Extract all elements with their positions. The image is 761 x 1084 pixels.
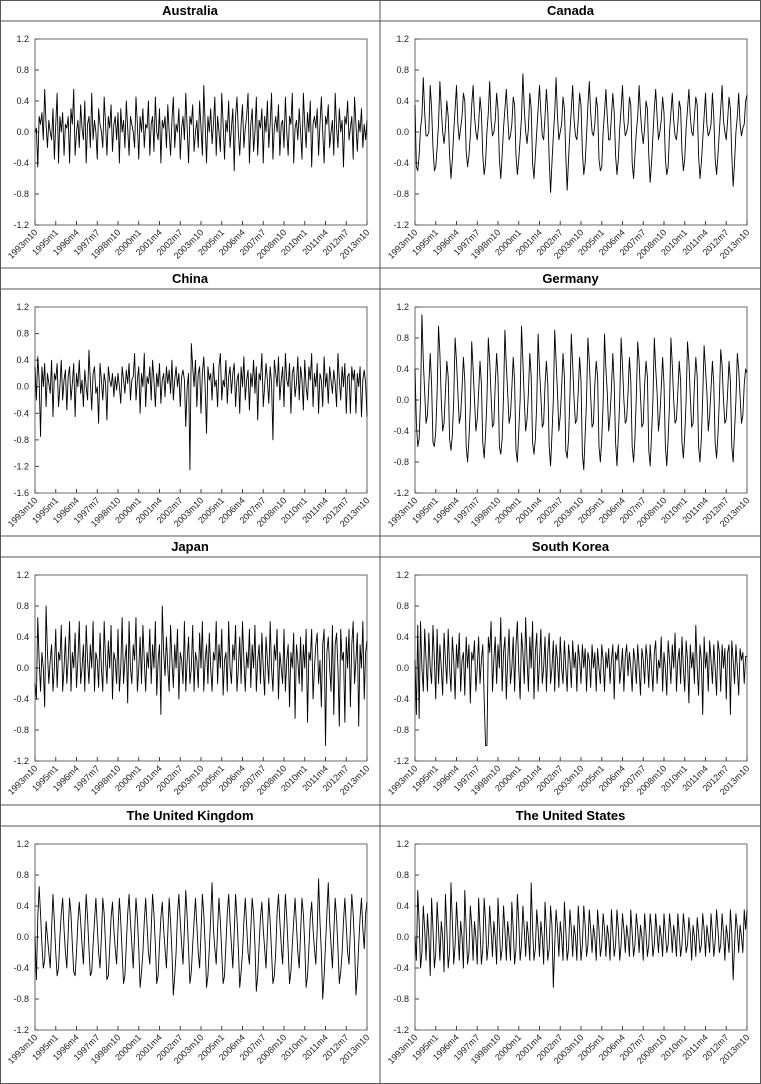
series-line <box>414 314 748 471</box>
y-tick-label: 0.0 <box>16 663 29 673</box>
y-tick-label: -1.2 <box>393 1025 409 1035</box>
plot-frame <box>414 843 748 1031</box>
chart-title: Australia <box>162 3 218 18</box>
y-tick-label: -0.8 <box>13 435 29 445</box>
plot-frame <box>414 38 748 226</box>
y-tick-label: 0.4 <box>396 901 409 911</box>
y-tick-label: 0.8 <box>16 65 29 75</box>
y-tick-label: 1.2 <box>16 570 29 580</box>
series-line <box>414 882 748 988</box>
series-line <box>34 878 368 1000</box>
y-tick-label: -0.8 <box>393 994 409 1004</box>
y-tick-label: 0.0 <box>396 395 409 405</box>
y-tick-label: 1.2 <box>396 34 409 44</box>
y-tick-label: -1.2 <box>13 220 29 230</box>
chart-title: Germany <box>542 271 599 286</box>
y-tick-label: -0.4 <box>13 408 29 418</box>
chart-title: South Korea <box>532 539 610 554</box>
series-line <box>34 343 368 471</box>
y-tick-label: 0.4 <box>16 901 29 911</box>
y-tick-label: -1.2 <box>13 1025 29 1035</box>
y-tick-label: -1.2 <box>393 220 409 230</box>
y-tick-label: 1.2 <box>16 34 29 44</box>
y-tick-label: -0.4 <box>13 158 29 168</box>
chart-title: The United States <box>516 808 626 823</box>
y-tick-label: 0.0 <box>396 127 409 137</box>
y-tick-label: 0.8 <box>396 333 409 343</box>
y-tick-label: 0.4 <box>16 355 29 365</box>
y-tick-label: 0.0 <box>16 382 29 392</box>
y-tick-label: 0.4 <box>396 96 409 106</box>
y-tick-label: -1.6 <box>13 488 29 498</box>
y-tick-label: 0.0 <box>16 932 29 942</box>
y-tick-label: -1.2 <box>393 488 409 498</box>
chart-title: The United Kingdom <box>126 808 253 823</box>
y-tick-label: -0.8 <box>13 189 29 199</box>
y-tick-label: -0.4 <box>393 426 409 436</box>
series-line <box>34 605 368 746</box>
y-tick-label: 0.0 <box>396 932 409 942</box>
y-tick-label: -0.8 <box>13 725 29 735</box>
y-tick-label: -0.8 <box>393 457 409 467</box>
chart-title: Japan <box>171 539 209 554</box>
y-tick-label: -0.4 <box>393 694 409 704</box>
y-tick-label: 0.4 <box>16 96 29 106</box>
y-tick-label: -0.8 <box>393 725 409 735</box>
series-line <box>414 73 748 193</box>
y-tick-label: -1.2 <box>13 461 29 471</box>
y-tick-label: 0.4 <box>16 632 29 642</box>
y-tick-label: 1.2 <box>396 570 409 580</box>
y-tick-label: 1.2 <box>396 302 409 312</box>
y-tick-label: -0.4 <box>13 963 29 973</box>
y-tick-label: -1.2 <box>393 756 409 766</box>
y-tick-label: 1.2 <box>16 839 29 849</box>
chart-title: China <box>172 271 209 286</box>
y-tick-label: -0.8 <box>393 189 409 199</box>
y-tick-label: 0.0 <box>16 127 29 137</box>
y-tick-label: -0.4 <box>13 694 29 704</box>
y-tick-label: 0.8 <box>16 601 29 611</box>
y-tick-label: 1.2 <box>16 302 29 312</box>
y-tick-label: -0.4 <box>393 963 409 973</box>
y-tick-label: 0.0 <box>396 663 409 673</box>
y-tick-label: 0.8 <box>16 870 29 880</box>
y-tick-label: -0.8 <box>13 994 29 1004</box>
y-tick-label: 0.8 <box>396 870 409 880</box>
y-tick-label: 0.4 <box>396 364 409 374</box>
series-line <box>34 85 368 172</box>
series-line <box>414 617 747 746</box>
y-tick-label: 0.4 <box>396 632 409 642</box>
y-tick-label: -1.2 <box>13 756 29 766</box>
y-tick-label: 0.8 <box>396 65 409 75</box>
y-tick-label: -0.4 <box>393 158 409 168</box>
chart-title: Canada <box>547 3 595 18</box>
y-tick-label: 0.8 <box>16 329 29 339</box>
y-tick-label: 0.8 <box>396 601 409 611</box>
y-tick-label: 1.2 <box>396 839 409 849</box>
